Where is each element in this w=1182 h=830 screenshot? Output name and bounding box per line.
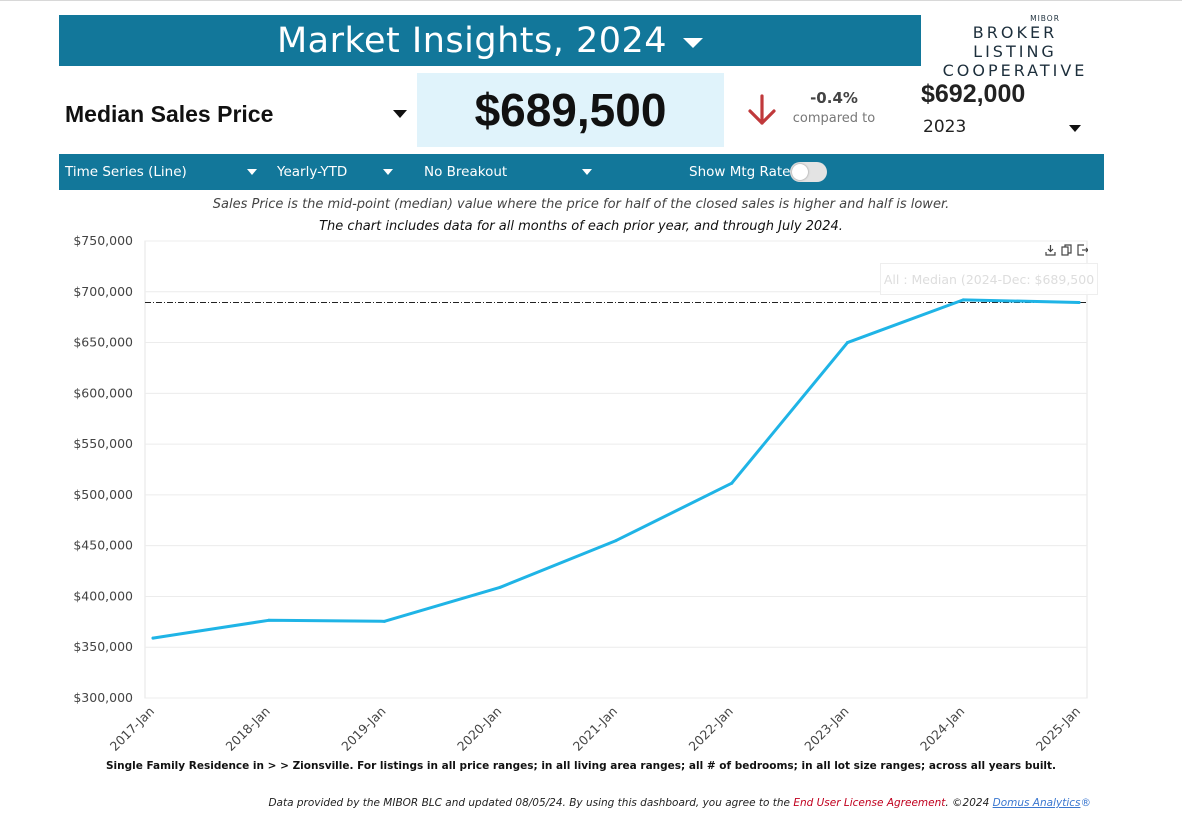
x-tick-label: 2022-Jan — [685, 704, 735, 754]
logo: MIBOR BROKER LISTING COOPERATIVE — [930, 14, 1100, 80]
x-tick-label: 2019-Jan — [338, 704, 388, 754]
compare-value: $692,000 — [921, 80, 1026, 108]
metric-label: Median Sales Price — [65, 100, 274, 127]
data-point — [151, 636, 155, 640]
metric-value-box: $689,500 — [417, 73, 724, 147]
footnote: Single Family Residence in > > Zionsvill… — [105, 760, 1057, 772]
logo-top-text: MIBOR — [1030, 14, 1060, 23]
chevron-down-icon — [582, 169, 592, 175]
chevron-down-icon — [393, 110, 407, 118]
y-tick-label: $300,000 — [73, 690, 133, 705]
y-tick-label: $550,000 — [73, 436, 133, 451]
period-label: Yearly-YTD — [277, 164, 348, 180]
y-tick-label: $750,000 — [73, 233, 133, 248]
data-point — [498, 585, 502, 589]
chevron-down-icon — [683, 37, 704, 48]
compared-to-label: compared to — [792, 111, 876, 126]
toggle-knob — [792, 164, 808, 180]
y-tick-label: $450,000 — [73, 538, 133, 553]
x-tick-label: 2018-Jan — [222, 704, 272, 754]
download-icon[interactable] — [1045, 241, 1056, 256]
chart-note: The chart includes data for all months o… — [319, 219, 843, 234]
y-tick-label: $600,000 — [73, 385, 133, 400]
x-tick-label: 2020-Jan — [454, 704, 504, 754]
x-tick-label: 2017-Jan — [107, 704, 157, 754]
export-icon[interactable] — [1077, 241, 1089, 256]
x-tick-label: 2023-Jan — [801, 704, 851, 754]
data-point — [846, 341, 849, 345]
toolbar: Time Series (Line) Yearly-YTD No Breakou… — [59, 154, 1104, 190]
page-title: Market Insights, 2024 — [276, 20, 668, 61]
y-tick-label: $400,000 — [73, 588, 133, 603]
plot-area — [144, 240, 1088, 699]
data-point — [1077, 300, 1081, 304]
chart-description: Sales Price is the mid-point (median) va… — [212, 197, 950, 212]
x-tick-label: 2021-Jan — [570, 704, 620, 754]
y-tick-label: $700,000 — [73, 284, 133, 299]
y-tick-label: $500,000 — [73, 487, 133, 502]
y-tick-label: $650,000 — [73, 335, 133, 350]
data-point — [961, 298, 965, 302]
mtg-rate-toggle[interactable] — [790, 162, 827, 182]
chevron-down-icon — [247, 169, 257, 175]
eula-link[interactable]: End User License Agreement — [793, 797, 946, 809]
x-tick-label: 2024-Jan — [917, 704, 967, 754]
copyright-text: . ©2024 — [945, 797, 993, 809]
breakout-label: No Breakout — [424, 164, 508, 180]
disclaimer: Data provided by the MIBOR BLC and updat… — [268, 797, 1091, 809]
chart-type-label: Time Series (Line) — [65, 164, 187, 180]
change-percent: -0.4% — [810, 89, 858, 107]
logo-line2: COOPERATIVE — [942, 61, 1088, 80]
arrow-down-icon — [748, 94, 776, 125]
compare-year-label: 2023 — [923, 117, 967, 137]
chart-tooltip: All : Median (2024-Dec: $689,500 — [880, 263, 1098, 295]
logo-line1: BROKER LISTING — [972, 23, 1058, 61]
data-point — [383, 619, 386, 623]
mtg-rate-label-text: Show Mtg Rate: — [689, 164, 796, 180]
metric-dropdown[interactable]: Median Sales Price — [59, 88, 413, 140]
y-tick-label: $350,000 — [73, 639, 133, 654]
title-dropdown[interactable]: Market Insights, 2024 — [59, 15, 921, 66]
chart-tools — [1045, 241, 1095, 256]
period-dropdown[interactable]: Yearly-YTD — [277, 154, 397, 190]
chevron-down-icon — [1069, 125, 1081, 132]
copy-icon[interactable] — [1061, 241, 1072, 256]
data-point — [614, 539, 618, 543]
x-tick-label: 2025-Jan — [1033, 704, 1083, 754]
data-point — [730, 481, 734, 485]
data-point — [267, 618, 271, 622]
domus-link[interactable]: Domus Analytics — [992, 797, 1081, 809]
breakout-dropdown[interactable]: No Breakout — [424, 154, 596, 190]
series-line — [151, 298, 1081, 640]
mtg-rate-label: Show Mtg Rate: — [689, 154, 795, 190]
registered-mark: ® — [1080, 797, 1092, 809]
chevron-down-icon — [383, 169, 393, 175]
metric-value: $689,500 — [474, 84, 667, 136]
disclaimer-text: Data provided by the MIBOR BLC and updat… — [268, 797, 794, 809]
chart-type-dropdown[interactable]: Time Series (Line) — [65, 154, 261, 190]
top-border — [0, 0, 1182, 1]
compare-year-dropdown[interactable]: 2023 — [923, 117, 1087, 141]
